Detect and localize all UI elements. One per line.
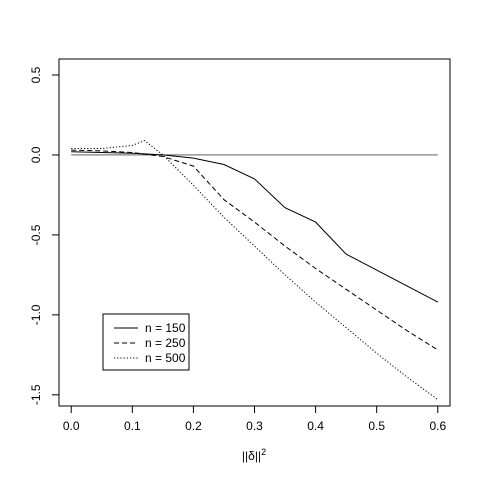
x-tick-label: 0.0: [63, 419, 80, 433]
legend-label: n = 250: [145, 336, 186, 350]
y-tick-label: -0.5: [29, 224, 43, 245]
legend-label: n = 500: [145, 351, 186, 365]
series-line-dotted: [71, 140, 439, 401]
x-axis-title-base: ||δ||: [242, 449, 261, 463]
x-tick-label: 0.4: [307, 419, 324, 433]
x-axis-title: ||δ||2: [242, 447, 266, 463]
series-line-solid: [71, 151, 439, 303]
x-tick-label: 0.6: [429, 419, 446, 433]
x-tick-label: 0.1: [124, 419, 141, 433]
series-lines: [71, 140, 439, 401]
y-axis: -1.5 -1.0 -0.5 0.0 0.5: [29, 66, 59, 405]
x-tick-label: 0.2: [185, 419, 202, 433]
y-tick-label: -1.0: [29, 304, 43, 325]
legend-label: n = 150: [145, 321, 186, 335]
x-tick-label: 0.3: [246, 419, 263, 433]
x-axis-title-superscript: 2: [261, 447, 266, 457]
y-tick-label: 0.0: [29, 146, 43, 163]
x-axis: 0.0 0.1 0.2 0.3 0.4 0.5 0.6: [63, 406, 446, 433]
legend-box: [102, 313, 190, 371]
x-tick-label: 0.5: [368, 419, 385, 433]
y-tick-label: 0.5: [29, 66, 43, 83]
y-tick-label: -1.5: [29, 384, 43, 405]
